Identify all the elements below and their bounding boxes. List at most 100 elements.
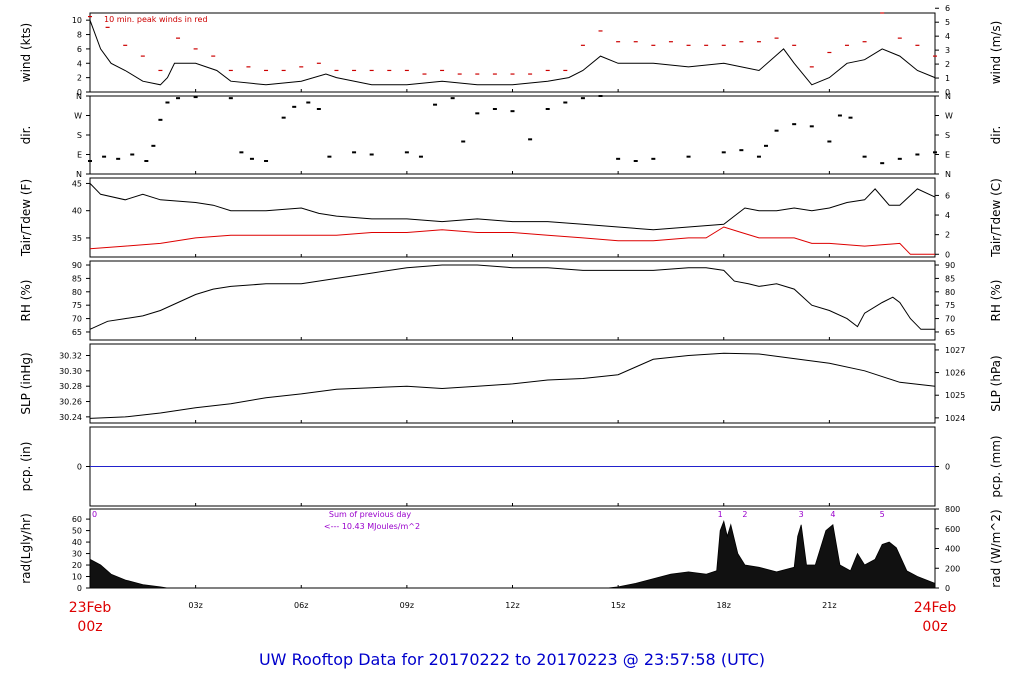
dir-point xyxy=(756,155,761,158)
pcp-ytick-label-left: 0 xyxy=(77,463,82,472)
x-tick-label: 09z xyxy=(400,601,414,610)
rh-ytick-label-left: 80 xyxy=(72,288,82,297)
rad-ytick-label-right: 400 xyxy=(945,545,960,554)
dir-point xyxy=(528,138,533,141)
dir-point xyxy=(897,157,902,160)
wind-ytick-label-right: 6 xyxy=(945,4,950,13)
rad-marker-label: 1 xyxy=(718,510,723,519)
dir-point xyxy=(151,144,156,147)
x-tick-label: 06z xyxy=(294,601,308,610)
wind-ytick-label-left: 2 xyxy=(77,74,82,83)
wind-ytick-label-right: 0 xyxy=(945,88,950,97)
dir-point xyxy=(933,151,937,154)
wind-ytick-label-left: 10 xyxy=(72,16,82,25)
rh-ylabel-right: RH (%) xyxy=(989,280,1003,322)
dir-point xyxy=(686,155,691,158)
slp-ytick-label-left: 30.32 xyxy=(59,352,82,361)
rad-ytick-label-right: 200 xyxy=(945,564,960,573)
rh-ytick-label-right: 70 xyxy=(945,315,955,324)
rad-ytick-label-right: 600 xyxy=(945,525,960,534)
dir-ylabel-right: dir. xyxy=(989,126,1003,145)
dir-point xyxy=(193,96,198,99)
dir-ytick-label-left: S xyxy=(77,131,82,140)
temp-ytick-label-right: 4 xyxy=(945,211,950,220)
dir-point xyxy=(792,123,797,126)
rad-ytick-label-left: 0 xyxy=(77,584,82,593)
rad-marker-label: 0 xyxy=(92,510,97,519)
slp-series-line xyxy=(89,352,936,419)
dir-frame xyxy=(89,95,936,175)
rad-annotation-line2: <--- 10.43 MJoules/m^2 xyxy=(324,522,420,531)
temp-ytick-label-right: 2 xyxy=(945,231,950,240)
dir-point xyxy=(292,105,297,108)
x-tick-label: 18z xyxy=(717,601,731,610)
dir-point xyxy=(239,151,244,154)
rad-ytick-label-left: 20 xyxy=(72,561,82,570)
x-tick-label: 15z xyxy=(611,601,625,610)
dir-ytick-label-left: N xyxy=(76,92,82,101)
dir-ytick-label-right: W xyxy=(945,112,953,121)
dir-point xyxy=(633,160,638,162)
dir-point xyxy=(475,112,480,115)
dir-point xyxy=(598,95,603,97)
rh-ylabel-left: RH (%) xyxy=(19,280,33,322)
wind-ytick-label-left: 4 xyxy=(77,59,82,68)
dir-point xyxy=(827,140,832,143)
dir-point xyxy=(158,118,163,121)
dir-ytick-label-right: S xyxy=(945,131,950,140)
dir-ylabel-left: dir. xyxy=(19,126,33,145)
temp-ytick-label-right: 0 xyxy=(945,250,950,259)
dir-point xyxy=(316,108,321,110)
temp-ytick-label-right: 6 xyxy=(945,191,950,200)
dir-point xyxy=(116,157,121,160)
wind-ytick-label-right: 3 xyxy=(945,46,950,55)
rad-marker-label: 5 xyxy=(880,510,885,519)
wind-ylabel-right: wind (m/s) xyxy=(989,21,1003,85)
rad-marker-label: 3 xyxy=(799,510,804,519)
slp-ytick-label-right: 1027 xyxy=(945,346,965,355)
x-tick-label: 03z xyxy=(188,601,202,610)
dir-point xyxy=(880,162,885,165)
slp-ytick-label-left: 30.30 xyxy=(59,367,82,376)
x-tick-label-date: 23Feb xyxy=(69,600,112,616)
rh-ytick-label-right: 65 xyxy=(945,328,955,337)
dir-ytick-label-right: N xyxy=(945,170,951,179)
dir-point xyxy=(580,97,585,100)
slp-ytick-label-left: 30.26 xyxy=(59,398,82,407)
dir-point xyxy=(130,153,135,156)
dir-point xyxy=(369,153,374,156)
wind-ytick-label-left: 6 xyxy=(77,45,82,54)
dir-point xyxy=(764,144,768,147)
dir-point xyxy=(651,157,656,160)
rh-ytick-label-right: 80 xyxy=(945,288,955,297)
dir-point xyxy=(404,151,409,154)
dir-ytick-label-left: N xyxy=(76,170,82,179)
chart-title: UW Rooftop Data for 20170222 to 20170223… xyxy=(258,650,766,669)
dir-point xyxy=(848,116,853,119)
dir-point xyxy=(915,153,920,156)
rad-annotation-line1: Sum of previous day xyxy=(329,510,411,519)
wind-ylabel-left: wind (kts) xyxy=(19,23,33,82)
x-tick-label-date-sub: 00z xyxy=(922,619,947,635)
rh-ytick-label-right: 90 xyxy=(945,261,955,270)
rh-series-line xyxy=(89,264,935,330)
rad-series-area xyxy=(89,520,936,589)
dir-ytick-label-left: E xyxy=(77,151,82,160)
dir-ytick-label-right: E xyxy=(945,151,950,160)
dir-point xyxy=(327,155,332,158)
dir-point xyxy=(102,155,107,158)
rad-ytick-label-left: 40 xyxy=(72,538,82,547)
dir-point xyxy=(176,97,181,100)
rh-ytick-label-left: 90 xyxy=(72,261,82,270)
dir-point xyxy=(739,149,744,152)
dir-point xyxy=(450,97,455,100)
temp-ylabel-right: Tair/Tdew (C) xyxy=(989,178,1003,258)
dir-point xyxy=(510,110,515,113)
dir-point xyxy=(144,160,149,162)
wind-ytick-label-left: 0 xyxy=(77,88,82,97)
temp-ytick-label-left: 40 xyxy=(72,207,82,216)
rh-ytick-label-left: 65 xyxy=(72,328,82,337)
slp-ylabel-left: SLP (inHg) xyxy=(19,352,33,414)
slp-ytick-label-right: 1026 xyxy=(945,369,965,378)
